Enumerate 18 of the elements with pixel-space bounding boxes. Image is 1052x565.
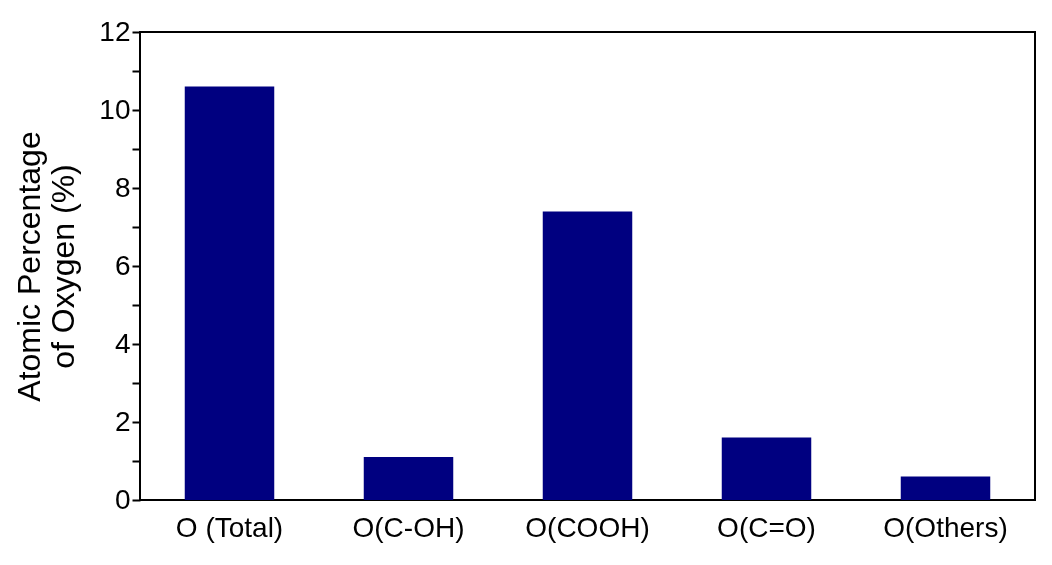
x-tick-label: O(C=O) (717, 511, 816, 543)
bar (363, 457, 454, 500)
y-tick-label: 0 (114, 483, 131, 515)
bar (900, 476, 991, 500)
bar (184, 86, 275, 500)
y-tick-label: 10 (99, 93, 131, 125)
x-tick-label: O(Others) (883, 511, 1008, 543)
bar (542, 211, 633, 500)
y-axis-title: Atomic Percentage of Oxygen (%) (11, 131, 82, 402)
x-tick-label: O (Total) (175, 511, 284, 543)
y-tick-label: 12 (99, 15, 131, 47)
y-tick-label: 8 (114, 171, 131, 203)
x-tick-label: O(COOH) (525, 511, 650, 543)
bar (721, 437, 812, 500)
y-tick-label: 4 (114, 327, 131, 359)
x-tick-label: O(C-OH) (352, 511, 465, 543)
y-tick-label: 6 (114, 249, 131, 281)
y-tick-label: 2 (114, 405, 131, 437)
